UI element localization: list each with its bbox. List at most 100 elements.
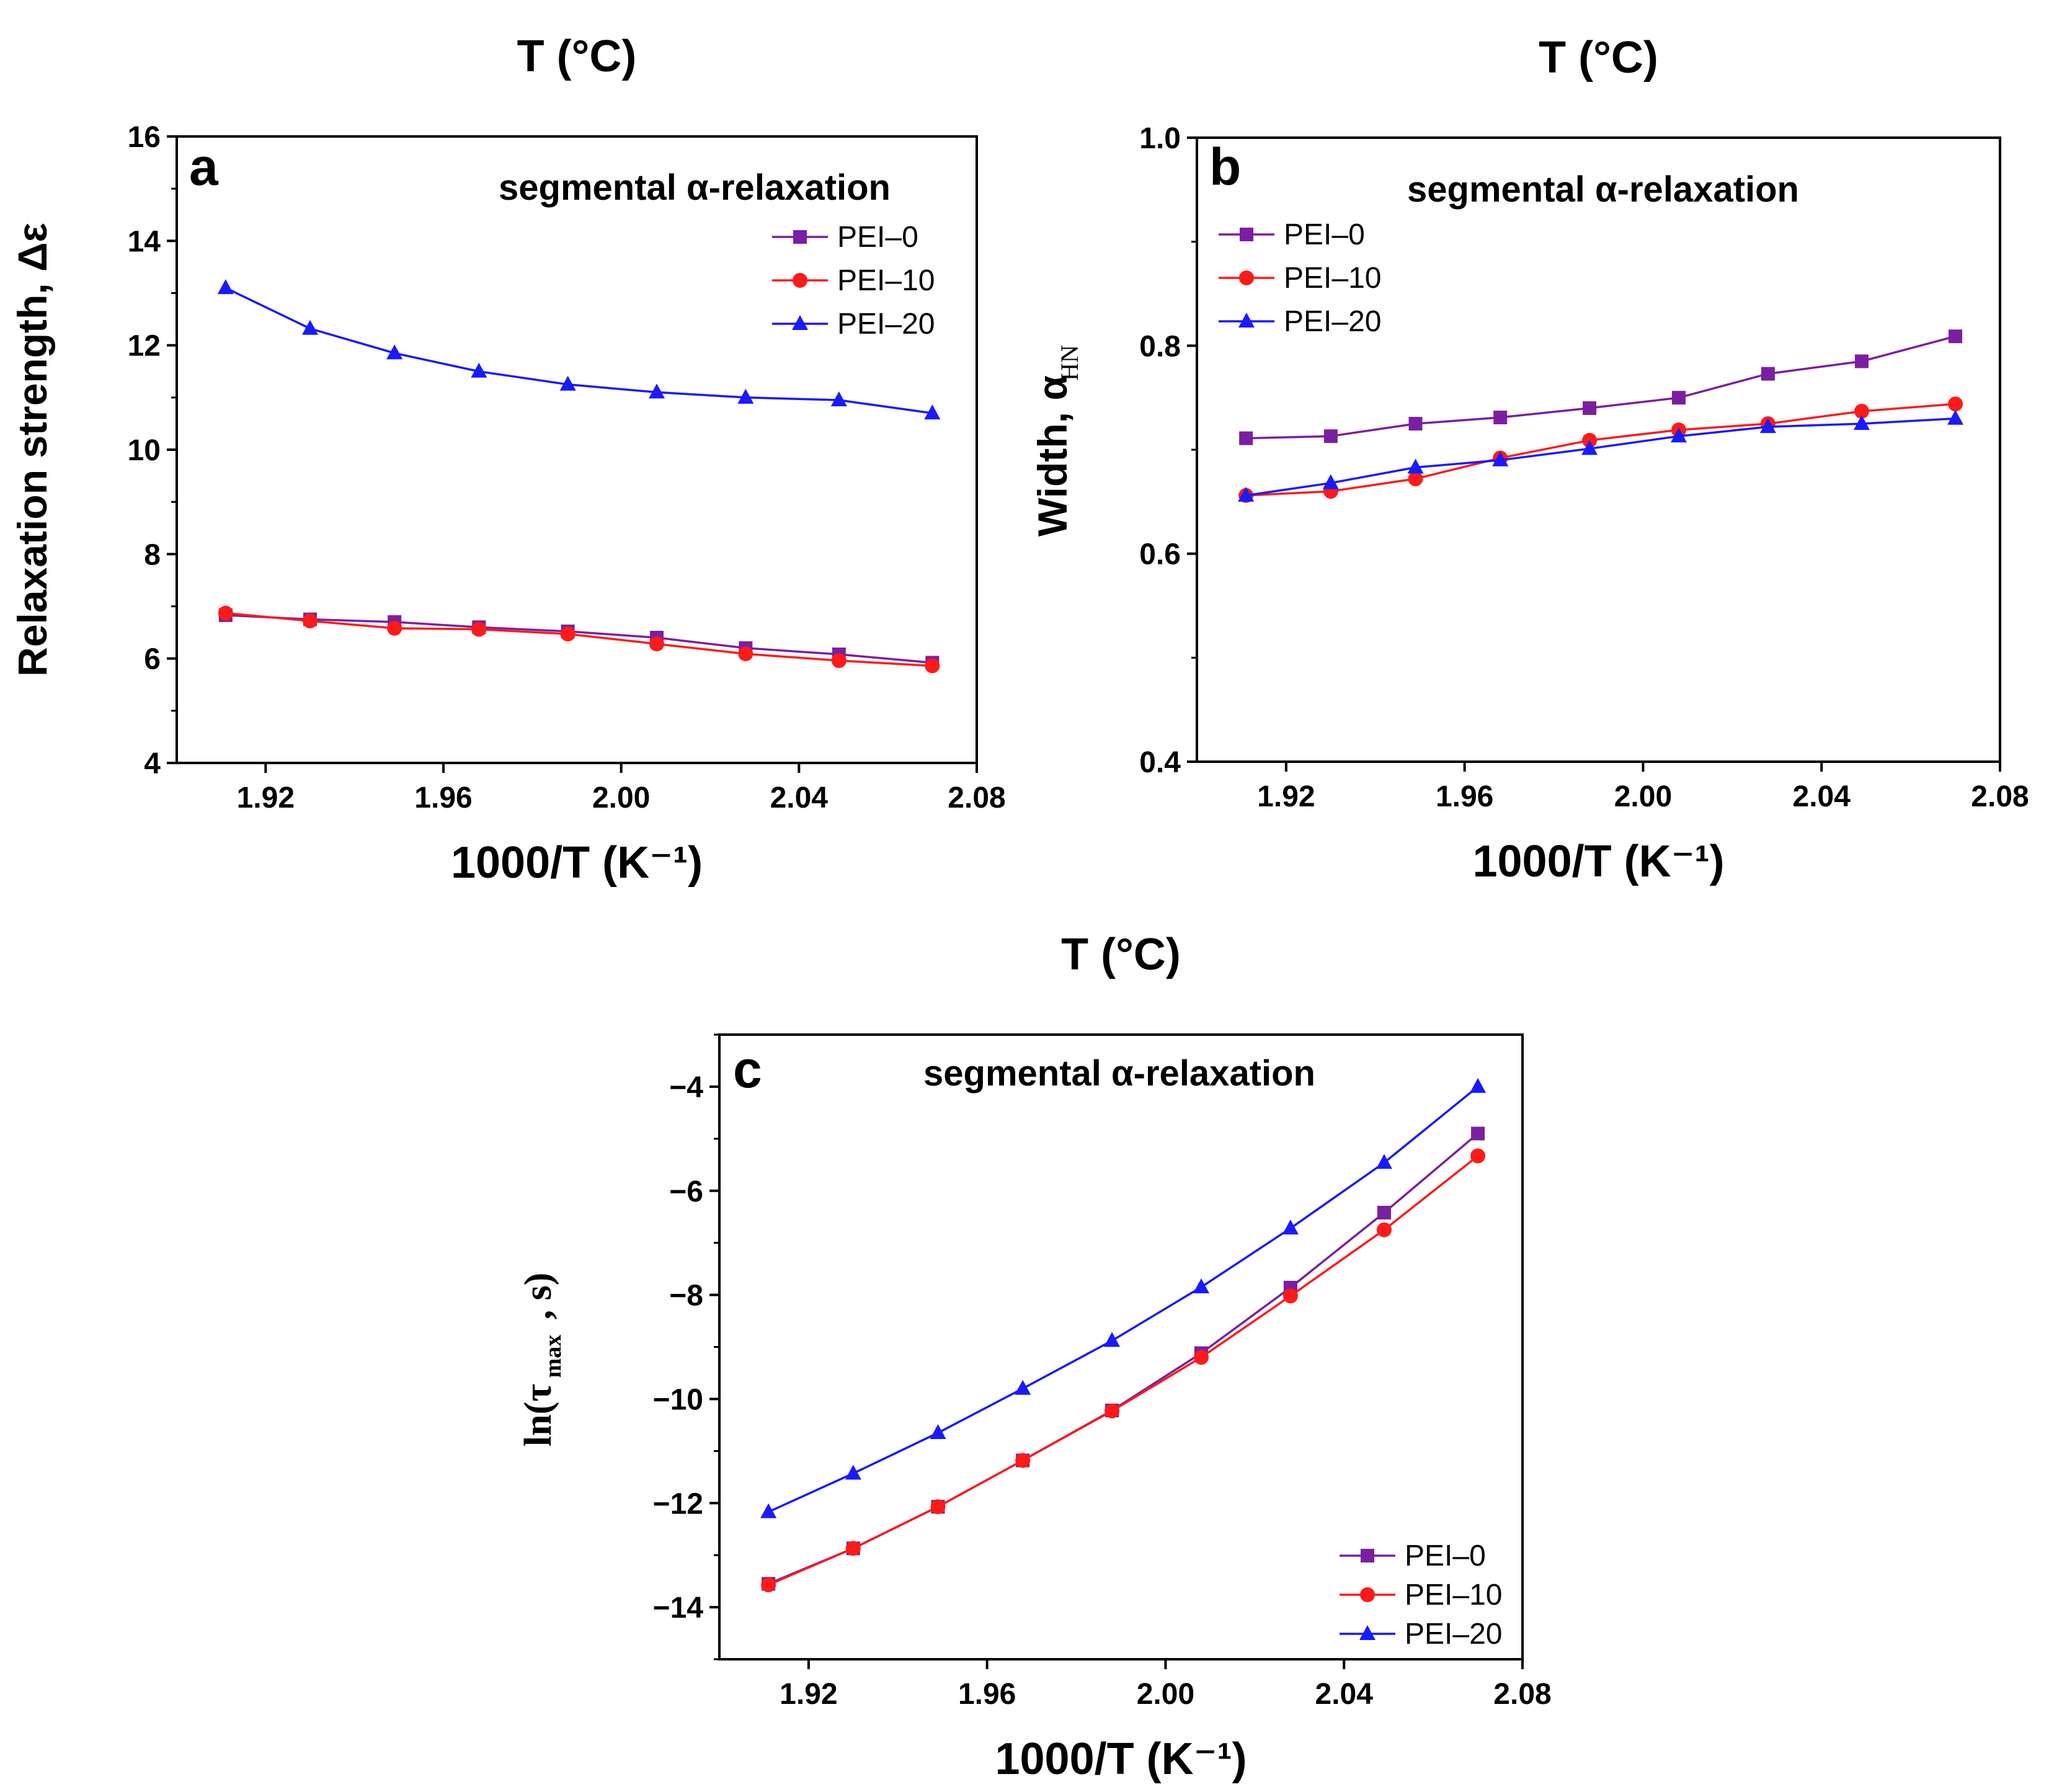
x-tick-label: 2.08	[948, 782, 1005, 814]
series-pei-20	[217, 279, 941, 420]
panel-letter: a	[189, 138, 219, 196]
data-point	[386, 344, 403, 360]
data-point	[471, 362, 487, 378]
series-line	[1246, 335, 1956, 440]
x-tick-label: 2.08	[1971, 780, 2029, 813]
data-point	[1759, 418, 1776, 434]
data-point	[1671, 427, 1687, 443]
plot-frame	[718, 1033, 1524, 1660]
data-point	[1853, 415, 1870, 430]
data-point	[302, 319, 318, 335]
y-axis-title: ln(τ	[517, 1384, 559, 1447]
series-pei-10	[1238, 396, 1963, 503]
legend-label: PEI–0	[1405, 1540, 1486, 1572]
x-tick-label: 2.00	[1137, 1678, 1194, 1711]
legend-label: PEI–20	[837, 308, 935, 341]
data-point	[930, 1499, 946, 1515]
y-tick-label: −12	[653, 1487, 703, 1520]
data-point	[1282, 1288, 1298, 1304]
data-point	[924, 404, 941, 420]
x-tick-label: 1.96	[414, 782, 472, 814]
series-line	[1245, 417, 1956, 497]
legend-marker	[1360, 1587, 1375, 1602]
legend-marker	[1238, 313, 1255, 328]
panel-annotation: segmental α-relaxation	[923, 1053, 1315, 1094]
data-point	[471, 622, 487, 637]
data-point	[1470, 1148, 1486, 1164]
data-point	[218, 605, 233, 621]
series-pei-10	[218, 605, 940, 674]
series-pei-10	[761, 1148, 1486, 1592]
y-tick-label: 6	[144, 643, 161, 676]
y-tick-label: 16	[128, 121, 161, 154]
data-point	[1583, 401, 1597, 415]
y-axis-title-subscript: max	[540, 1335, 566, 1378]
series-line	[768, 1133, 1479, 1585]
x-axis-title: 1000/T (K⁻¹)	[451, 838, 703, 888]
data-point	[1672, 391, 1686, 405]
data-point	[737, 388, 754, 404]
x-tick-label: 1.96	[958, 1678, 1016, 1711]
series-line	[1246, 403, 1956, 497]
x-tick-label: 1.92	[1257, 780, 1315, 813]
data-point	[1493, 411, 1508, 425]
y-tick-label: 14	[128, 225, 161, 258]
y-tick-label: 10	[128, 434, 161, 467]
panel-annotation: segmental α-relaxation	[1407, 169, 1799, 210]
data-point	[217, 279, 234, 295]
y-tick-label: −14	[653, 1592, 704, 1625]
x-tick-label: 2.04	[1315, 1678, 1374, 1711]
data-point	[1854, 354, 1869, 368]
data-point	[1282, 1219, 1299, 1235]
data-point	[1015, 1380, 1031, 1395]
x-tick-label: 2.00	[592, 782, 650, 814]
series-line	[768, 1155, 1479, 1586]
panel-annotation: segmental α-relaxation	[499, 167, 891, 208]
legend-label: PEI–0	[837, 221, 918, 254]
y-tick-label: 1.0	[1139, 122, 1181, 155]
data-point	[930, 1424, 946, 1439]
y-axis-title: Relaxation strength, Δε	[9, 223, 55, 677]
data-point	[845, 1464, 861, 1480]
series-pei-0	[762, 1126, 1485, 1591]
data-point	[845, 1541, 861, 1556]
legend-label: PEI–10	[837, 264, 935, 297]
data-point	[1471, 1126, 1485, 1141]
data-point	[1854, 403, 1869, 419]
data-point	[1948, 396, 1963, 412]
legend: PEI–0 PEI–10 PEI–20	[1219, 218, 1381, 338]
legend-label: PEI–10	[1284, 262, 1381, 295]
top-axis-title: T (°C)	[1539, 33, 1658, 82]
top-axis-title: T (°C)	[517, 32, 637, 81]
data-point	[925, 658, 940, 674]
y-tick-label: 0.8	[1139, 330, 1181, 363]
legend-marker	[792, 315, 808, 330]
series-pei-20	[760, 1077, 1487, 1518]
data-point	[1194, 1350, 1209, 1365]
panel-b: 1.921.962.002.042.080.40.60.81.052051050…	[1029, 33, 2029, 886]
data-point	[1105, 1403, 1120, 1419]
legend-marker	[1240, 228, 1253, 241]
legend-label: PEI–20	[1284, 305, 1381, 338]
series-line	[225, 287, 933, 414]
data-point	[830, 391, 847, 407]
legend-marker	[1361, 1549, 1374, 1562]
legend-label: PEI–10	[1405, 1579, 1502, 1611]
data-point	[1947, 409, 1964, 425]
y-axis-title-end: , s)	[517, 1273, 559, 1320]
legend-marker	[793, 273, 807, 288]
top-axis-title: T (°C)	[1061, 930, 1181, 979]
data-point	[738, 646, 753, 662]
data-point	[1239, 431, 1253, 445]
y-tick-label: −6	[669, 1175, 703, 1208]
data-point	[1238, 486, 1255, 502]
data-point	[303, 613, 318, 629]
data-point	[1015, 1453, 1031, 1468]
data-point	[649, 636, 664, 652]
data-point	[1470, 1077, 1487, 1093]
data-point	[1581, 440, 1598, 455]
panel-c: 1.921.962.002.042.08−14−12−10−8−6−452051…	[517, 930, 1552, 1784]
y-tick-label: 12	[128, 330, 161, 363]
x-tick-label: 1.92	[780, 1678, 837, 1711]
